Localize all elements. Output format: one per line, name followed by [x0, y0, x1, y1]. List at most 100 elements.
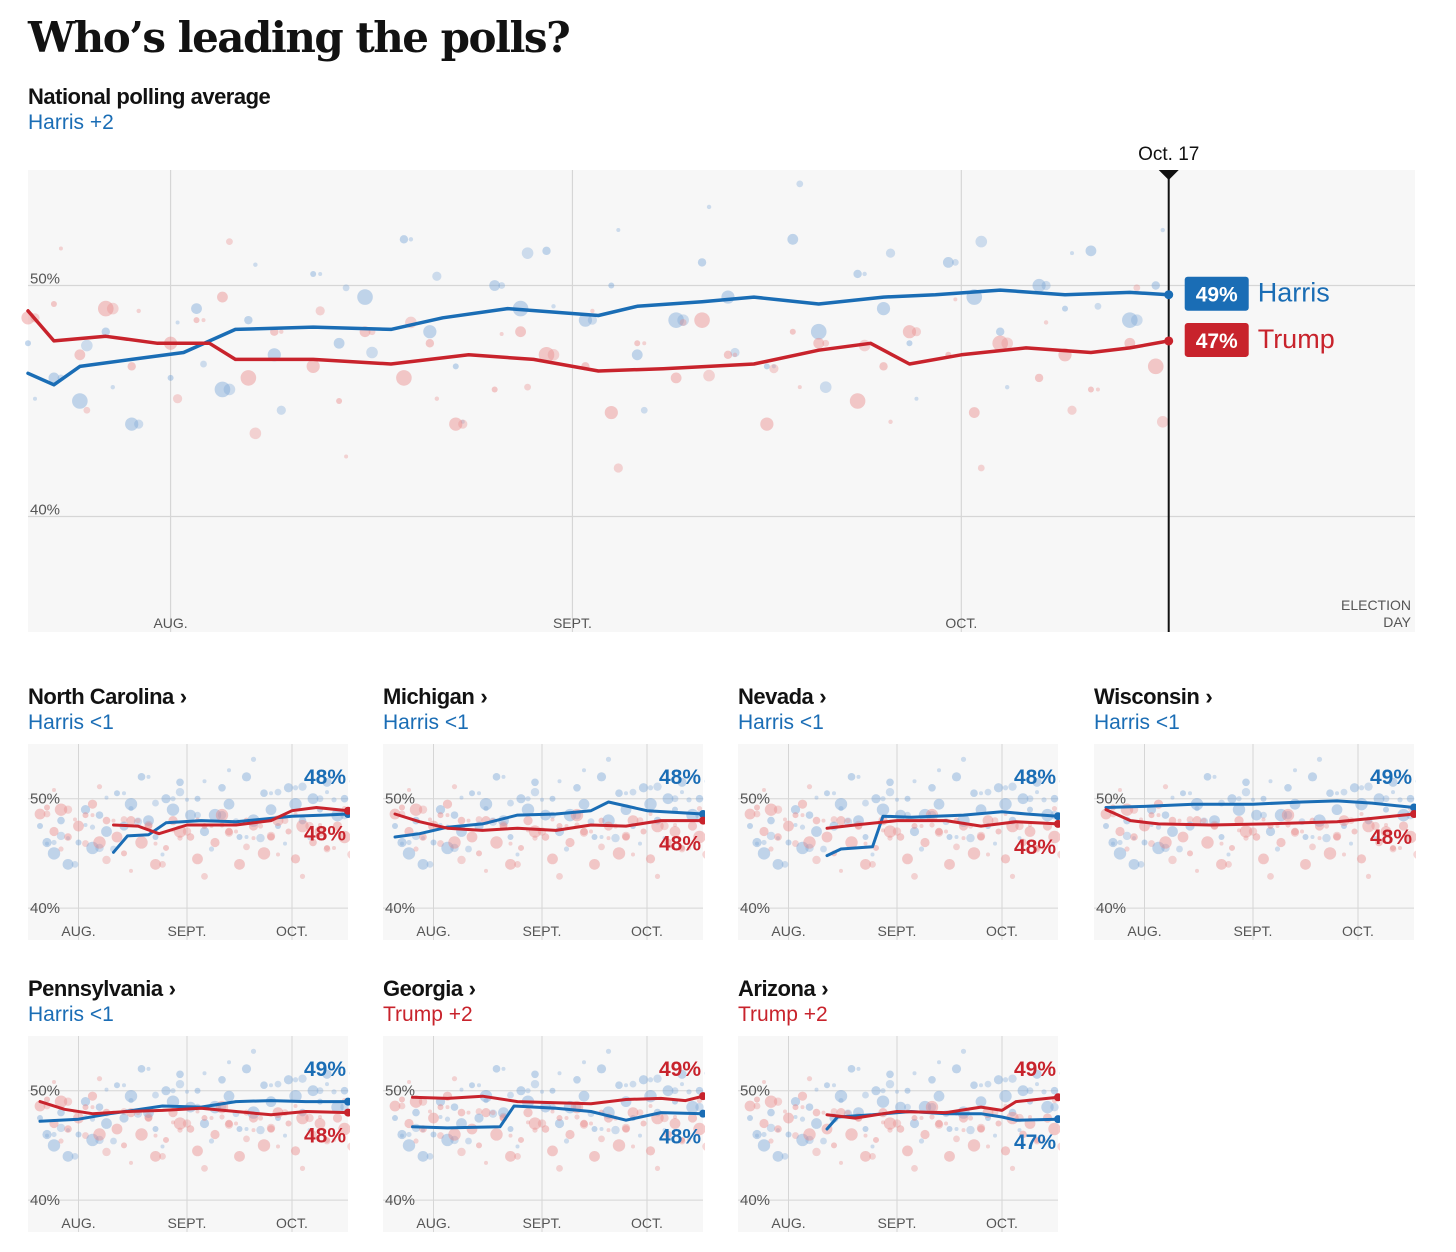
poll-dot [250, 1048, 257, 1054]
poll-dot [694, 312, 710, 328]
state-panel-michigan[interactable]: Michigan › Harris <1 50% 40% AUG. SEPT. OCT. 4… [383, 684, 713, 944]
poll-dot [785, 1131, 792, 1138]
poll-dot [1033, 845, 1041, 853]
poll-dot [797, 385, 802, 390]
y-tick-label: 40% [385, 900, 415, 917]
poll-dot [490, 836, 503, 849]
state-chart-wisconsin: 50% 40%AUG. SEPT. OCT. 49% 48% [1094, 744, 1416, 940]
poll-dot [876, 1095, 890, 1108]
poll-dot [315, 306, 325, 316]
chevron-right-icon[interactable]: › [1205, 684, 1213, 709]
poll-dot [1041, 797, 1047, 803]
poll-dot [873, 844, 879, 851]
poll-dot [1349, 841, 1353, 846]
poll-dot [704, 1071, 705, 1075]
poll-dot [296, 1111, 309, 1125]
poll-dot [768, 1138, 774, 1144]
poll-dot [63, 805, 73, 814]
poll-dot [342, 284, 350, 292]
poll-dot [762, 787, 766, 792]
poll-dot [1333, 833, 1341, 841]
poll-dot [792, 1132, 799, 1139]
poll-dot [580, 1119, 588, 1128]
poll-dot [276, 852, 280, 857]
poll-dot [1156, 415, 1169, 428]
poll-dot [484, 868, 488, 873]
state-panel-wisconsin[interactable]: Wisconsin › Harris <1 50% 40% AUG. SEPT. OCT.… [1094, 684, 1424, 944]
poll-dot [671, 1087, 679, 1095]
poll-dot [752, 1129, 762, 1140]
state-title-michigan[interactable]: Michigan [383, 684, 475, 709]
chevron-right-icon[interactable]: › [168, 976, 176, 1001]
state-lead-michigan: Harris <1 [383, 711, 469, 734]
poll-dot [1201, 817, 1207, 824]
poll-dot [958, 1113, 969, 1123]
poll-dot [501, 1066, 506, 1071]
state-title-nevada[interactable]: Nevada [738, 684, 814, 709]
poll-dot [290, 1146, 301, 1156]
state-title-georgia[interactable]: Georgia [383, 976, 463, 1001]
chevron-right-icon[interactable]: › [468, 976, 476, 1001]
poll-dot [944, 858, 955, 870]
poll-dot [918, 846, 925, 852]
poll-dot [525, 1088, 531, 1094]
chevron-right-icon[interactable]: › [480, 684, 488, 709]
poll-dot [399, 235, 409, 244]
chevron-right-icon[interactable]: › [819, 684, 827, 709]
poll-dot [755, 841, 759, 846]
national-polling-chart: 50% 40% AUG. SEPT. OCT. ELECTION DAY Oct. 17 49%… [21, 144, 1415, 632]
poll-dot [111, 1123, 123, 1135]
poll-dot [193, 317, 200, 324]
poll-dot [442, 799, 453, 809]
poll-dot [499, 820, 508, 830]
poll-dot [1291, 827, 1299, 836]
state-title-pennsylvania[interactable]: Pennsylvania [28, 976, 163, 1001]
poll-dot [783, 1112, 794, 1124]
chevron-right-icon[interactable]: › [821, 976, 829, 1001]
y-tick-label: 40% [740, 1192, 770, 1209]
poll-dot [1382, 795, 1390, 803]
state-title-wisconsin[interactable]: Wisconsin [1094, 684, 1200, 709]
poll-dot [52, 787, 56, 792]
poll-dot [1261, 817, 1266, 822]
poll-dot [412, 1108, 420, 1117]
poll-dot [582, 1060, 586, 1065]
state-panel-arizona[interactable]: Arizona › Trump +2 50% 40% AUG. SEPT. OCT. 49%… [738, 976, 1068, 1236]
poll-dot [526, 1120, 530, 1125]
poll-dot [944, 829, 948, 834]
poll-dot [484, 1160, 488, 1165]
poll-dot [1017, 793, 1029, 805]
value-label-harris: 48% [659, 1126, 701, 1149]
series-line-harris-end-dot [344, 1097, 350, 1106]
chevron-right-icon[interactable]: › [179, 684, 187, 709]
state-panel-georgia[interactable]: Georgia › Trump +2 50% 40% AUG. SEPT. OCT. 49%… [383, 976, 713, 1236]
state-panel-nevada[interactable]: Nevada › Harris <1 50% 40% AUG. SEPT. OCT. 48%… [738, 684, 1068, 944]
state-panel-pennsylvania[interactable]: Pennsylvania › Harris <1 50% 40% AUG. SEPT. O… [28, 976, 358, 1236]
poll-dot [800, 1105, 805, 1110]
poll-dot [144, 820, 153, 830]
poll-dot [418, 1097, 428, 1106]
x-tick-label: AUG. [61, 923, 95, 939]
poll-dot [1034, 1136, 1040, 1143]
poll-dot [1323, 823, 1330, 829]
poll-dot [1300, 829, 1304, 834]
state-title-north-carolina[interactable]: North Carolina [28, 684, 174, 709]
poll-dot [537, 1119, 547, 1128]
poll-dot [1195, 868, 1199, 873]
state-title-arizona[interactable]: Arizona [738, 976, 816, 1001]
state-panel-north-carolina[interactable]: North Carolina › Harris <1 50% 40% AUG. SEPT… [28, 684, 358, 944]
poll-dot [1059, 779, 1060, 783]
poll-dot [703, 369, 715, 382]
poll-dot [73, 817, 77, 822]
poll-dot [186, 1125, 195, 1133]
poll-dot [1162, 784, 1169, 790]
poll-dot [946, 834, 953, 840]
poll-dot [563, 1138, 570, 1144]
poll-dot [547, 1145, 558, 1157]
poll-dot [986, 1144, 990, 1149]
poll-dot [1131, 314, 1143, 326]
poll-dot [1001, 337, 1013, 350]
poll-dot [613, 463, 623, 473]
poll-dot [331, 797, 337, 803]
poll-dot [1124, 846, 1130, 852]
